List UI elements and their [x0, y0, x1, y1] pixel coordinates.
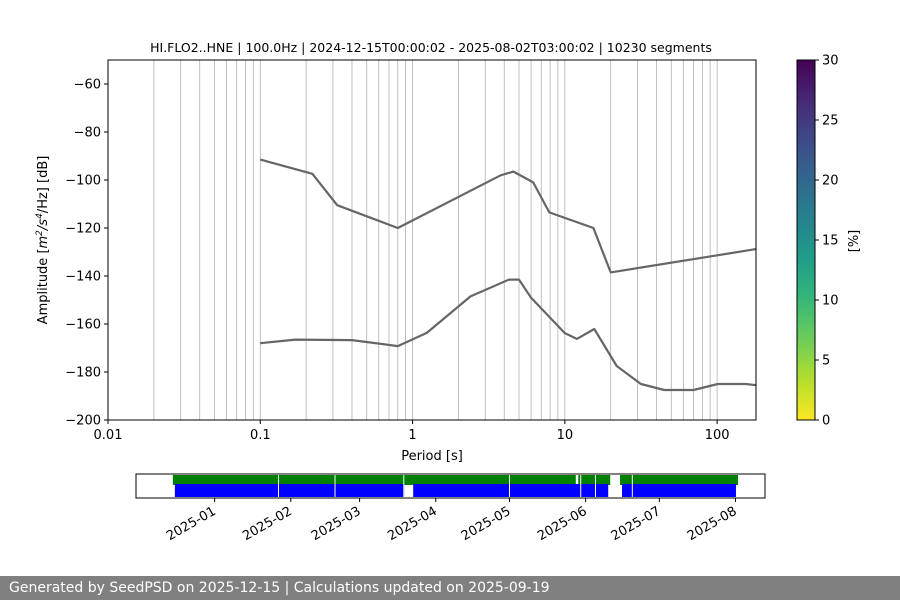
colorbar-tick-label: 25 [822, 114, 839, 129]
chart-title: HI.FLO2..HNE | 100.0Hz | 2024-12-15T00:0… [150, 40, 712, 55]
colorbar-tick-label: 5 [822, 354, 830, 369]
data-available-segment [620, 475, 738, 485]
x-tick-label: 0.01 [94, 428, 123, 443]
data-used-segment [174, 484, 405, 497]
data-used-segment [622, 484, 736, 497]
y-label-exp-4: 4 [35, 213, 45, 219]
high-noise-model-line [260, 158, 757, 274]
x-tick-label: 0.1 [250, 428, 271, 443]
plot-axes: −200 −180 −160 −140 −120 −100 −80 −60 0.01 0.1 1 10… [65, 59, 757, 443]
y-tick-label: −120 [65, 222, 101, 237]
timeline-border [135, 473, 766, 499]
y-label-tail: /Hz] [dB] [36, 156, 51, 214]
noise-model-lines [260, 158, 757, 392]
y-label-exp-2: 2 [35, 230, 45, 236]
colorbar-tick-label: 30 [822, 54, 839, 69]
timeline-tick-label: 2025-02 [240, 504, 295, 544]
y-tick-label: −140 [65, 270, 101, 285]
y-tick-label: −180 [65, 366, 101, 381]
timeline-tick-label: 2025-03 [309, 504, 364, 544]
y-label-base: Amplitude [ [36, 248, 51, 324]
colorbar-label: [%] [847, 230, 862, 253]
y-tick-label: −80 [74, 126, 101, 141]
grid-lines [153, 60, 718, 420]
data-used-segment [413, 484, 609, 497]
colorbar-tick-label: 10 [822, 294, 839, 309]
footer-bar: Generated by SeedPSD on 2025-12-15 | Cal… [0, 576, 900, 600]
data-available-segment [578, 475, 611, 485]
y-label-unit-m: m [36, 236, 51, 249]
colorbar-tick-label: 20 [822, 174, 839, 189]
x-tick-label: 100 [705, 428, 730, 443]
x-axis-label: Period [s] [401, 449, 463, 464]
y-axis-label: Amplitude [m2/s4/Hz] [dB] [35, 156, 51, 325]
timeline-tick-label: 2025-01 [164, 504, 219, 544]
y-tick-label: −100 [65, 174, 101, 189]
colorbar-tick-label: 15 [822, 234, 839, 249]
y-tick-label: −60 [74, 78, 101, 93]
timeline-tick-label: 2025-04 [385, 504, 440, 544]
timeline-tick-label: 2025-08 [685, 504, 740, 544]
x-tick-label: 1 [408, 428, 416, 443]
psd-chart: HI.FLO2..HNE | 100.0Hz | 2024-12-15T00:0… [35, 40, 862, 544]
data-available-segment [172, 475, 576, 485]
timeline-tick-label: 2025-07 [609, 504, 664, 544]
y-label-unit-s: /s [36, 219, 51, 231]
plot-frame [107, 59, 757, 421]
low-noise-model-line [260, 278, 757, 392]
x-tick-label: 10 [557, 428, 574, 443]
y-tick-label: −160 [65, 318, 101, 333]
colorbar-tick-label: 0 [822, 414, 830, 429]
availability-timeline: 2025-01 2025-02 2025-03 2025-04 2025-05 2025-… [135, 473, 766, 544]
timeline-tick-label: 2025-06 [535, 504, 590, 544]
colorbar-gradient [796, 59, 816, 421]
colorbar: 0 5 10 15 20 25 30 [796, 54, 839, 429]
timeline-tick-label: 2025-05 [459, 504, 514, 544]
footer-text: Generated by SeedPSD on 2025-12-15 | Cal… [9, 580, 550, 596]
y-tick-label: −200 [65, 414, 101, 429]
